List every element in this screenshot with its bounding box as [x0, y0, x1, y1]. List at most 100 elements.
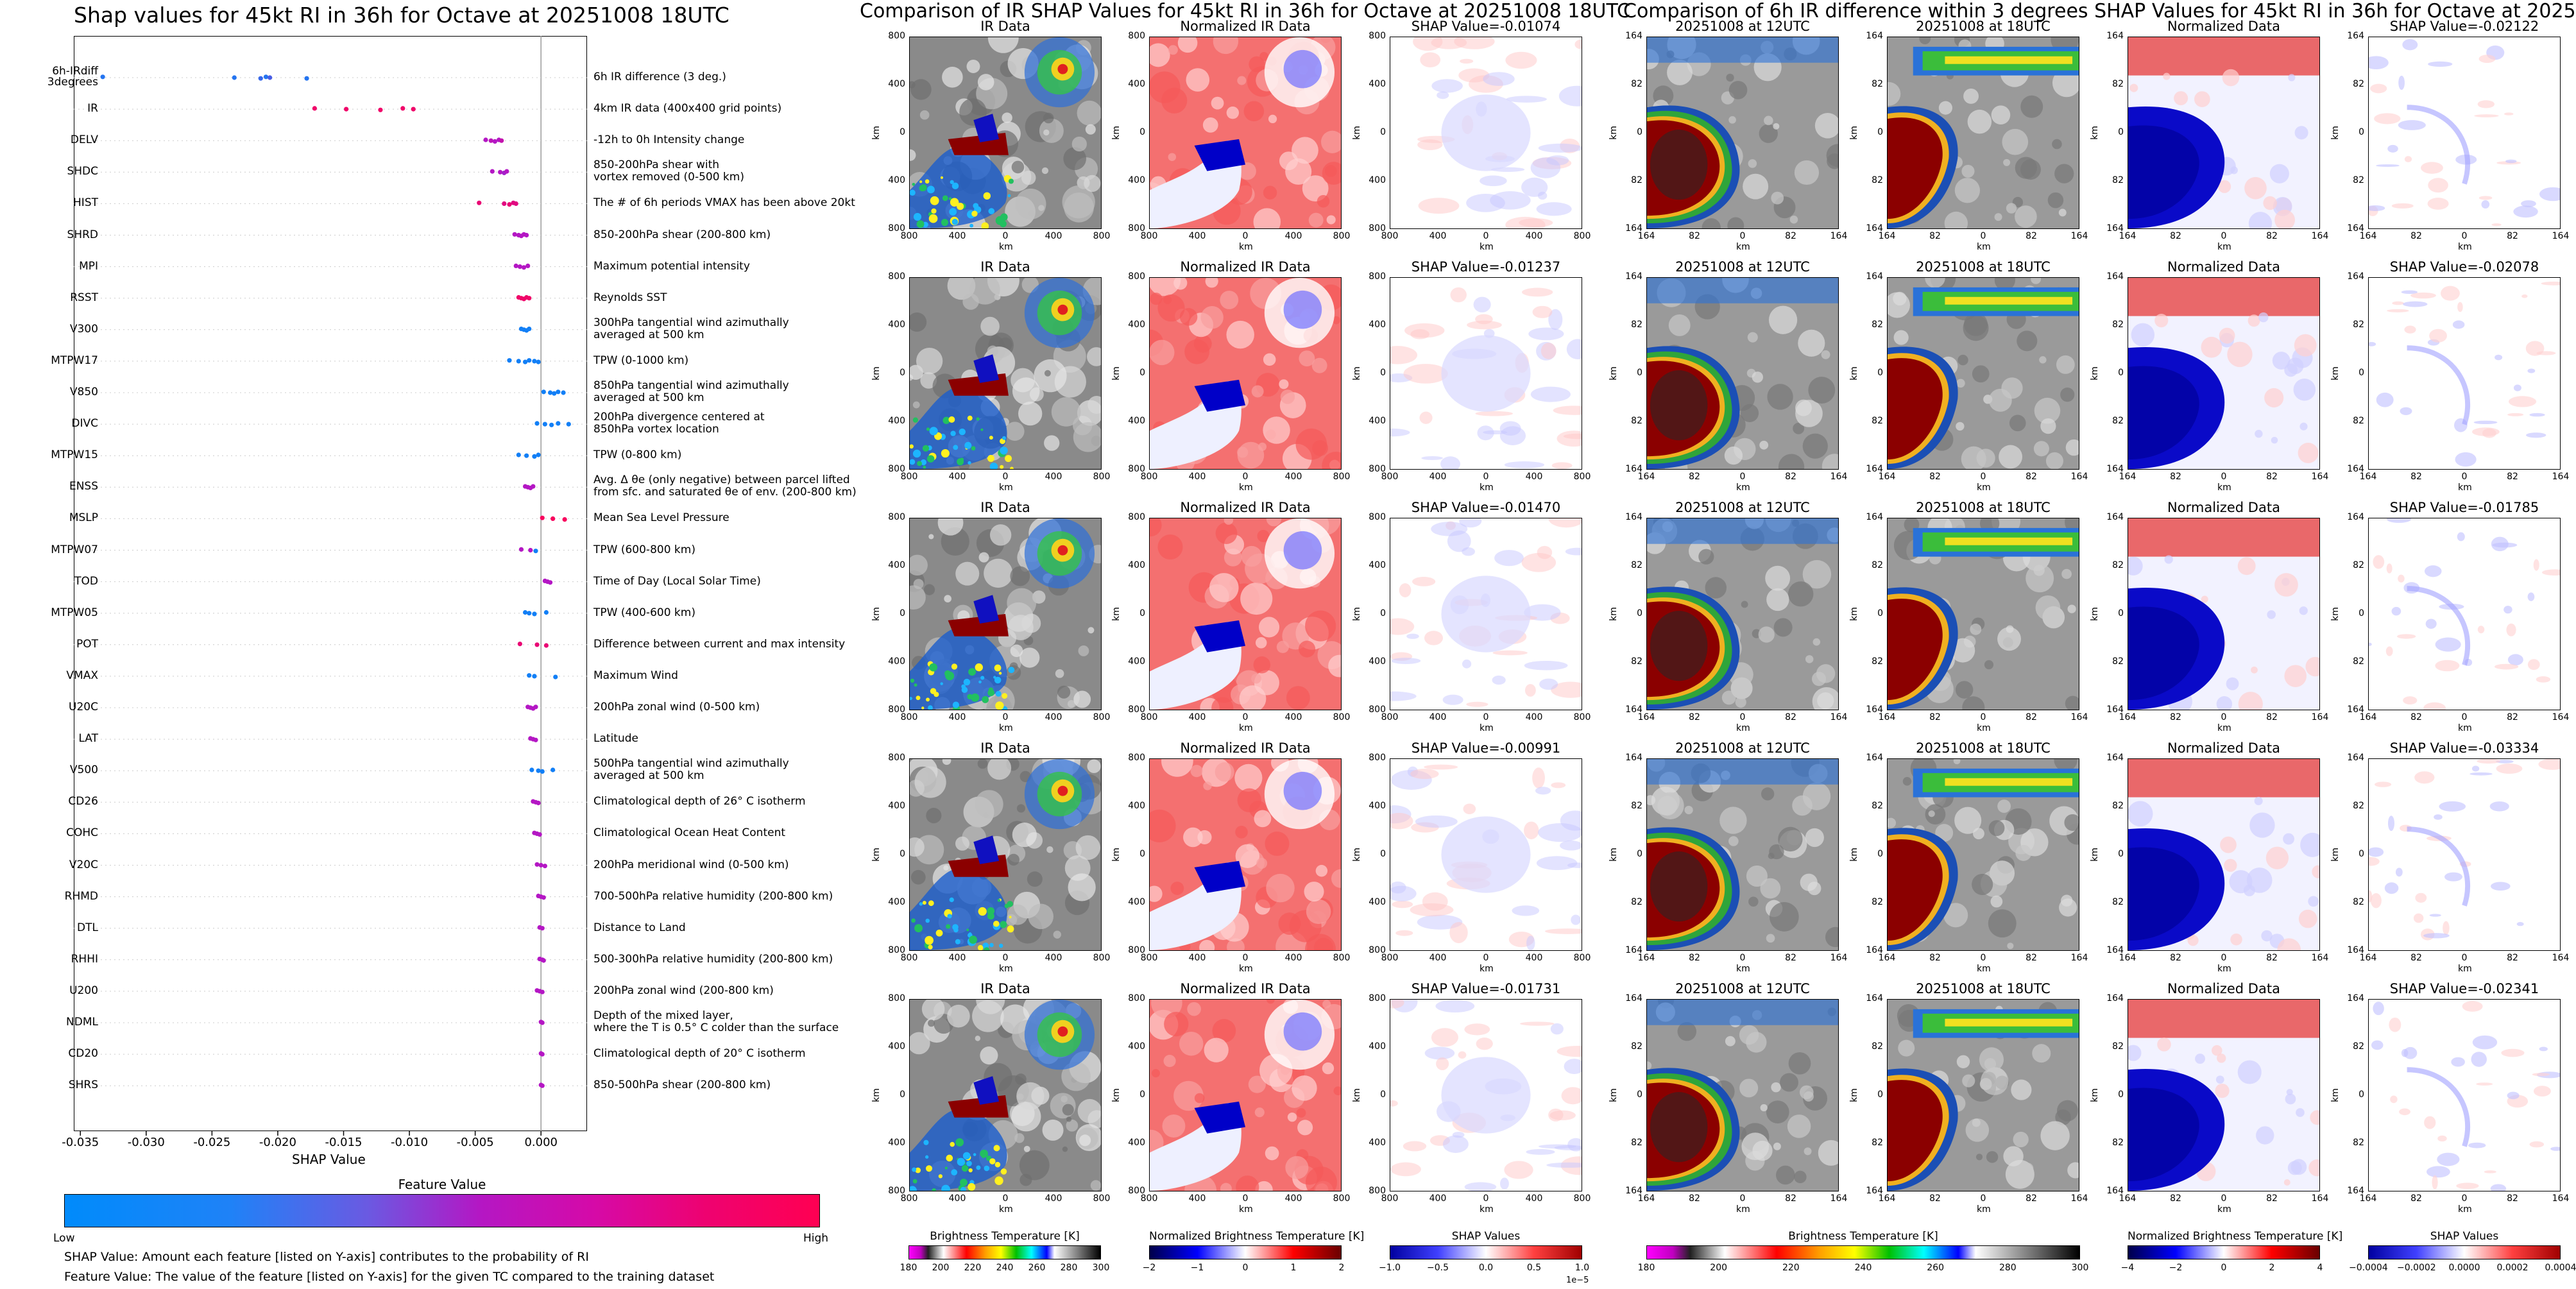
panel-y-axis-label: km — [2089, 607, 2100, 621]
feature-description: 500hPa tangential wind azimuthally avera… — [593, 757, 789, 783]
panel-y-tick-label: 82 — [1872, 1138, 1883, 1148]
panel-y-tick-label: 0 — [900, 849, 905, 859]
panel-x-tick-label: 82 — [2266, 472, 2278, 482]
colorbar-tick-label: −0.0002 — [2397, 1263, 2436, 1273]
panel-y-tick-label: 0 — [1637, 849, 1642, 859]
shap-point — [540, 769, 545, 774]
panel-y-tick-label: 164 — [1866, 464, 1883, 474]
shap-point — [531, 484, 536, 489]
panel-y-tick-label: 82 — [2112, 1041, 2124, 1052]
colorbar-tick-label: 280 — [1999, 1263, 2017, 1273]
panel-y-tick-label: 800 — [1128, 945, 1145, 955]
panel-title: SHAP Value=-0.02078 — [2389, 259, 2539, 275]
panel-x-tick-label: 800 — [900, 472, 918, 482]
panel-x-tick-label: 164 — [1878, 231, 1896, 241]
panel-y-axis-label: km — [1351, 366, 1362, 380]
panel-x-tick-label: 82 — [2507, 1193, 2518, 1204]
panel-y-tick-label: 82 — [1872, 656, 1883, 667]
panel-x-tick-label: 82 — [1689, 953, 1700, 963]
panel-x-axis-label: km — [2217, 482, 2231, 493]
panel-x-tick-label: 164 — [2070, 1193, 2088, 1204]
shap-point — [528, 547, 533, 553]
panel-y-axis-label: km — [2330, 366, 2341, 380]
panel-x-tick-label: 164 — [2359, 1193, 2377, 1204]
panel-y-axis-label: km — [2089, 1088, 2100, 1102]
panel-x-tick-label: 0 — [1980, 472, 1986, 482]
panel-x-tick-label: 164 — [2311, 472, 2329, 482]
panel-y-tick-label: 82 — [1631, 175, 1642, 185]
panel-x-tick-label: 0 — [2461, 953, 2468, 963]
panel-x-tick-label: 0 — [1483, 953, 1489, 963]
panel-x-tick-label: 82 — [2026, 953, 2037, 963]
panel-x-tick-label: 0 — [2221, 472, 2227, 482]
panel-x-tick-label: 400 — [1045, 231, 1062, 241]
shap-point — [304, 76, 309, 81]
heatmap-panel — [2368, 277, 2561, 470]
feature-description: 500-300hPa relative humidity (200-800 km… — [593, 952, 833, 966]
shap-point — [524, 453, 529, 458]
panel-title: 20251008 at 12UTC — [1675, 19, 1810, 34]
panel-x-axis-label: km — [1480, 964, 1494, 974]
panel-x-axis-label: km — [2458, 1204, 2472, 1215]
panel-y-tick-label: 400 — [1128, 320, 1145, 330]
panel-y-tick-label: 400 — [888, 560, 905, 570]
panel-y-tick-label: 82 — [2112, 801, 2124, 811]
panel-y-tick-label: 164 — [2106, 704, 2124, 715]
shap-point — [542, 864, 547, 869]
panel-x-tick-label: 400 — [1429, 712, 1447, 722]
panel-y-axis-label: km — [1111, 607, 1122, 621]
panel-x-axis-label: km — [1239, 964, 1253, 974]
heatmap-panel — [2128, 518, 2320, 710]
panel-x-tick-label: 164 — [2070, 953, 2088, 963]
panel-x-tick-label: 400 — [1188, 953, 1206, 963]
panel-y-tick-label: 400 — [1369, 416, 1386, 426]
feature-name: MPI — [79, 259, 98, 273]
panel-x-tick-label: 0 — [1739, 953, 1746, 963]
panel-y-tick-label: 0 — [1877, 1089, 1883, 1100]
panel-x-tick-label: 82 — [2170, 472, 2181, 482]
shap-point — [533, 704, 538, 710]
panel-y-tick-label: 400 — [888, 801, 905, 811]
panel-y-tick-label: 0 — [1380, 1089, 1386, 1100]
colorbar-title: SHAP Values — [2430, 1230, 2499, 1243]
feature-description: 850-200hPa shear with vortex removed (0-… — [593, 158, 744, 184]
panel-y-tick-label: 400 — [1369, 175, 1386, 185]
feature-description: 200hPa zonal wind (200-800 km) — [593, 984, 774, 997]
panel-x-axis-label: km — [1239, 482, 1253, 493]
shap-point — [490, 169, 495, 174]
panel-x-tick-label: 800 — [1333, 472, 1351, 482]
panel-y-tick-label: 164 — [2106, 223, 2124, 234]
panel-y-tick-label: 400 — [888, 1138, 905, 1148]
colorbar — [1149, 1245, 1342, 1259]
colorbar-tick-label: −0.5 — [1427, 1263, 1449, 1273]
shap-point — [547, 580, 553, 585]
panel-y-tick-label: 164 — [1866, 704, 1883, 715]
shap-point — [499, 138, 504, 143]
panel-x-tick-label: 164 — [2119, 712, 2137, 722]
panel-x-tick-label: 0 — [1483, 1193, 1489, 1204]
panel-x-tick-label: 164 — [2119, 1193, 2137, 1204]
panel-x-tick-label: 800 — [1093, 712, 1111, 722]
panel-title: Normalized Data — [2167, 981, 2280, 996]
panel-x-tick-label: 164 — [1830, 472, 1848, 482]
shap-point — [527, 673, 532, 678]
shap-point — [527, 358, 532, 363]
panel-y-tick-label: 0 — [2358, 1089, 2364, 1100]
shap-point — [100, 74, 105, 80]
panel-x-tick-label: 0 — [1242, 231, 1249, 241]
panel-y-tick-label: 400 — [1128, 175, 1145, 185]
summary-x-label: SHAP Value — [292, 1152, 366, 1167]
panel-y-tick-label: 800 — [1128, 753, 1145, 763]
shap-point — [541, 895, 546, 900]
feature-name: SHDC — [67, 165, 98, 178]
heatmap-panel — [1149, 999, 1342, 1191]
panel-y-axis-label: km — [1848, 607, 1859, 621]
panel-x-tick-label: 164 — [1830, 953, 1848, 963]
feature-value-colorbar-title: Feature Value — [398, 1177, 486, 1192]
x-tick-label: -0.035 — [62, 1136, 99, 1149]
shap-point — [258, 76, 263, 81]
panel-y-tick-label: 800 — [1128, 993, 1145, 1003]
panel-x-tick-label: 82 — [2170, 953, 2181, 963]
panel-y-tick-label: 400 — [1369, 1041, 1386, 1052]
panel-y-tick-label: 164 — [2347, 1186, 2364, 1196]
